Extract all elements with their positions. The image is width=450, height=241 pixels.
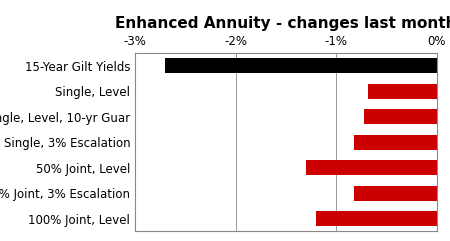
Bar	[165, 58, 436, 74]
Bar	[316, 211, 436, 226]
Bar	[354, 186, 436, 201]
Bar	[364, 109, 436, 124]
Bar	[354, 134, 436, 150]
Title: Enhanced Annuity - changes last month: Enhanced Annuity - changes last month	[115, 16, 450, 31]
Bar	[368, 84, 436, 99]
Bar	[306, 160, 436, 175]
